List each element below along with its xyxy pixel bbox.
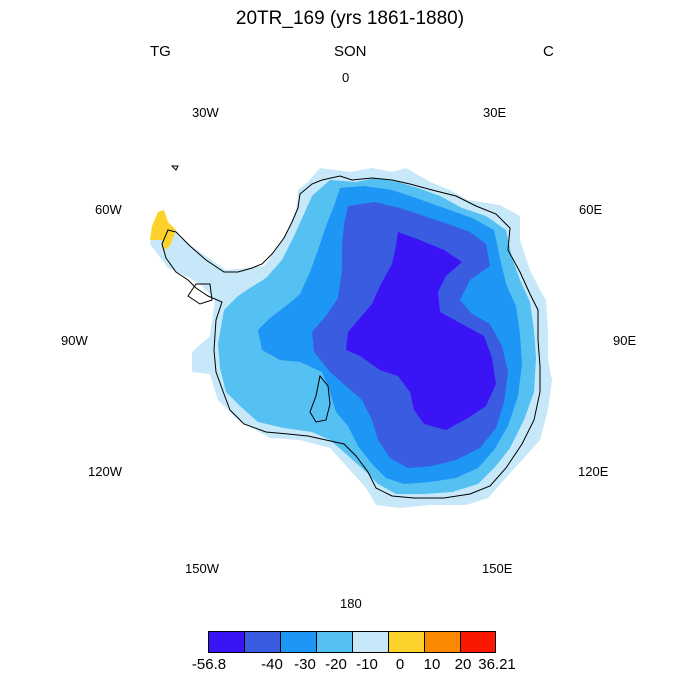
- colorbar-label: 20: [454, 656, 472, 673]
- lon-label-180: 180: [340, 596, 362, 611]
- colorbar-swatch: [388, 631, 425, 653]
- colorbar-swatch: [316, 631, 353, 653]
- colorbar-swatch: [280, 631, 317, 653]
- lon-label-120e: 120E: [578, 464, 609, 479]
- colorbar-label: 36.21: [478, 656, 516, 673]
- map-title: 20TR_169 (yrs 1861-1880): [235, 8, 465, 29]
- lon-label-30w: 30W: [192, 105, 219, 120]
- coastline-ronne-shelf: [187, 283, 213, 305]
- colorbar-swatch: [424, 631, 461, 653]
- lon-label-120w: 120W: [88, 464, 122, 479]
- colorbar-label: -40: [261, 656, 283, 673]
- coastline-ross-shelf: [309, 374, 331, 423]
- colorbar-label: -20: [325, 656, 347, 673]
- season-label: SON: [334, 43, 367, 60]
- lon-label-150w: 150W: [185, 561, 219, 576]
- colorbar-swatch: [352, 631, 389, 653]
- colorbar-swatch: [208, 631, 245, 653]
- region-peninsula-tip: [150, 210, 176, 250]
- colorbar-label: 0: [395, 656, 405, 673]
- variable-label: TG: [150, 43, 171, 60]
- colorbar-label: -10: [356, 656, 378, 673]
- lon-label-150e: 150E: [482, 561, 513, 576]
- colorbar-swatch: [244, 631, 281, 653]
- lon-label-30e: 30E: [483, 105, 507, 120]
- lon-label-90w: 90W: [61, 333, 88, 348]
- lon-label-60w: 60W: [95, 202, 122, 217]
- colorbar-swatch: [460, 631, 496, 653]
- island: [170, 165, 179, 171]
- lon-label-60e: 60E: [579, 202, 603, 217]
- lon-label-90e: 90E: [613, 333, 637, 348]
- region-plateau: [346, 232, 496, 430]
- lon-label-0: 0: [342, 70, 350, 85]
- coastline: [161, 175, 541, 499]
- colorbar-label: -56.8: [191, 656, 227, 673]
- units-label: C: [543, 43, 554, 60]
- colorbar-label: 10: [423, 656, 441, 673]
- colorbar-label: -30: [294, 656, 316, 673]
